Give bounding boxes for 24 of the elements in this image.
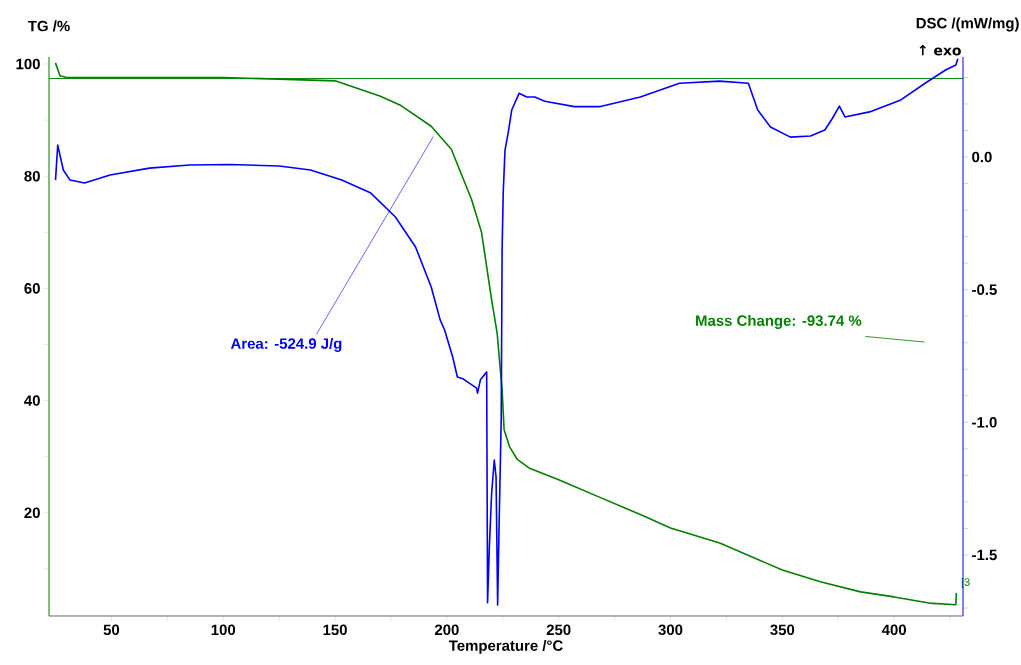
x-axis-title: Temperature /°C — [448, 639, 563, 654]
y2-tick-label: -1.0 — [972, 417, 997, 428]
x-tick-label: 200 — [434, 624, 459, 636]
y-tick-label: 20 — [24, 507, 40, 519]
y2-tick-label: -0.5 — [972, 284, 997, 295]
annotation: Mass Change: -93.74 % — [696, 314, 862, 329]
y2-tick-label: 0.0 — [972, 151, 992, 163]
text: ↑ exo — [919, 45, 961, 56]
y-tick-label: 40 — [24, 395, 40, 406]
y-axis-title: TG /% — [28, 20, 70, 32]
y2-axis-title: DSC /(mW/mg) — [916, 17, 1019, 32]
x-tick-label: 150 — [323, 624, 347, 636]
x-tick-label: 100 — [211, 624, 236, 636]
y2-tick-label: -1.5 — [972, 549, 997, 561]
annotation: [3 — [961, 577, 970, 589]
y-tick-label: 100 — [16, 58, 40, 70]
x-tick-label: 350 — [770, 624, 795, 636]
y-tick-label: 60 — [24, 283, 40, 294]
x-tick-label: 300 — [658, 624, 683, 636]
annotation: Area: -524.9 J/g — [230, 337, 342, 352]
x-tick-label: 250 — [546, 624, 571, 636]
y-tick-label: 80 — [24, 170, 40, 182]
x-tick-label: 400 — [881, 624, 906, 636]
x-tick-label: 50 — [103, 624, 120, 636]
